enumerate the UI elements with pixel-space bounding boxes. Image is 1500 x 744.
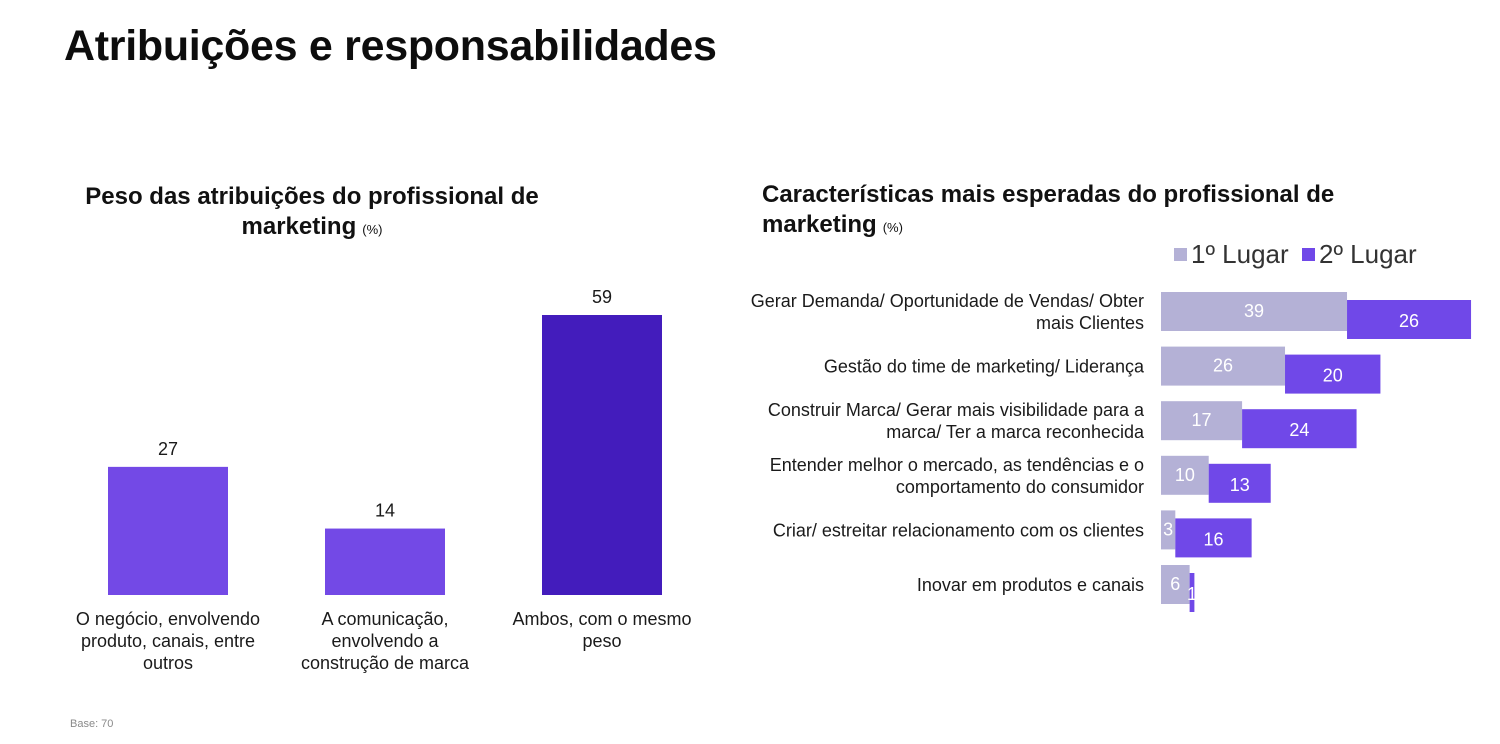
first-place-value-3: 10 (1175, 465, 1195, 485)
second-place-bar-3 (1208, 463, 1271, 503)
second-place-value-3: 13 (1230, 475, 1250, 495)
bar-value-1: 14 (375, 501, 395, 521)
characteristic-label-0: Gerar Demanda/ Oportunidade de Vendas/ O… (751, 291, 1144, 333)
second-place-bar-4 (1175, 518, 1252, 558)
first-place-value-1: 26 (1213, 356, 1233, 376)
legend-swatch-0 (1174, 248, 1187, 261)
first-place-bar-2 (1161, 401, 1243, 441)
footnote: Base: 70 (70, 718, 114, 730)
bar-0 (108, 466, 228, 595)
left-chart-title-text: Peso das atribuições do profissional de … (85, 183, 539, 240)
second-place-bar-1 (1285, 354, 1381, 394)
characteristic-label-3: Entender melhor o mercado, as tendências… (770, 455, 1144, 497)
right-chart-title-text: Características mais esperadas do profis… (762, 181, 1335, 238)
expected-characteristics-bar-chart: 1º Lugar 2º Lugar 39 26 Gerar Demanda/ Oport… (751, 239, 1472, 612)
category-label-1: A comunicação, envolvendo a construção de … (301, 609, 470, 673)
category-label-2: Ambos, com o mesmo peso (512, 609, 691, 651)
first-place-value-2: 17 (1192, 410, 1212, 430)
first-place-value-5: 6 (1170, 574, 1180, 594)
characteristic-label-5: Inovar em produtos e canais (917, 575, 1144, 595)
characteristic-label-1: Gestão do time de marketing/ Liderança (824, 357, 1145, 377)
characteristic-label-2: Construir Marca/ Gerar mais visibilidade… (768, 400, 1145, 442)
left-chart-unit: (%) (362, 222, 383, 237)
second-place-value-1: 20 (1323, 366, 1343, 386)
right-chart-unit: (%) (882, 220, 903, 235)
bar-value-2: 59 (592, 287, 612, 307)
second-place-bar-0 (1347, 300, 1472, 339)
characteristic-label-4: Criar/ estreitar relacionamento com os c… (773, 520, 1144, 540)
legend-label-0: 1º Lugar (1191, 239, 1289, 269)
second-place-bar-2 (1242, 409, 1357, 449)
first-place-bar-1 (1161, 346, 1286, 386)
first-place-bar-5 (1161, 565, 1190, 604)
first-place-bar-0 (1161, 292, 1348, 331)
page-title: Atribuições e responsabilidades (64, 22, 717, 70)
second-place-value-0: 26 (1399, 311, 1419, 331)
first-place-value-0: 39 (1244, 301, 1264, 321)
first-place-bar-4 (1161, 510, 1176, 550)
second-place-value-2: 24 (1289, 420, 1309, 440)
attribution-weight-bar-chart: 27 O negócio, envolvendo produto, canais, … (76, 287, 692, 673)
left-chart-title: Peso das atribuições do profissional de … (62, 182, 562, 245)
second-place-value-5: 1 (1187, 584, 1197, 604)
bar-1 (325, 528, 445, 595)
right-chart-title: Características mais esperadas do profis… (762, 180, 1402, 243)
first-place-value-4: 3 (1163, 519, 1173, 539)
legend-swatch-1 (1302, 248, 1315, 261)
bar-value-0: 27 (158, 439, 178, 459)
legend-label-1: 2º Lugar (1319, 239, 1417, 269)
second-place-bar-5 (1189, 573, 1195, 612)
first-place-bar-3 (1161, 455, 1209, 495)
second-place-value-4: 16 (1203, 529, 1223, 549)
category-label-0: O negócio, envolvendo produto, canais, en… (76, 609, 260, 673)
bar-2 (542, 315, 662, 595)
